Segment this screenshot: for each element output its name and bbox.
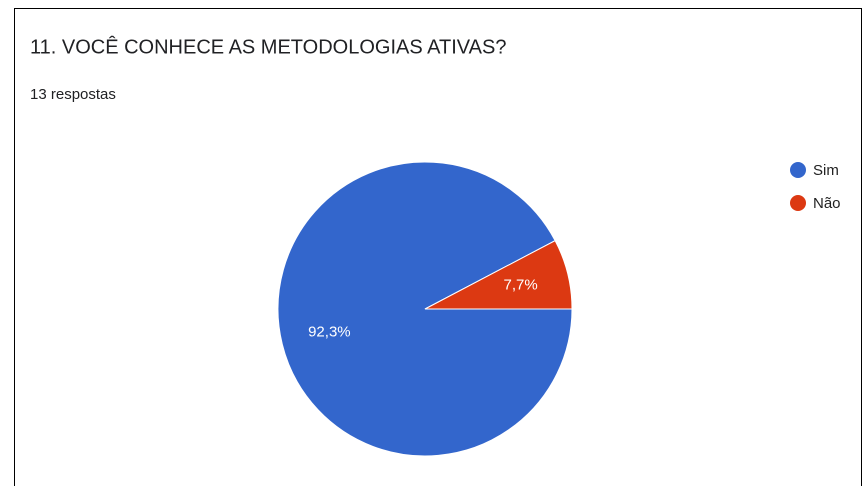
slice-label: 92,3% (308, 324, 351, 341)
legend-swatch (790, 162, 806, 178)
chart-title: 11. VOCÊ CONHECE AS METODOLOGIAS ATIVAS? (30, 35, 506, 58)
pie-slice (424, 239, 573, 310)
legend-swatch (790, 195, 806, 211)
chart-subtitle: 13 respostas (30, 86, 116, 103)
slice-label: 7,7% (504, 276, 538, 293)
legend-label: Sim (813, 162, 839, 179)
legend-label: Não (813, 195, 841, 212)
